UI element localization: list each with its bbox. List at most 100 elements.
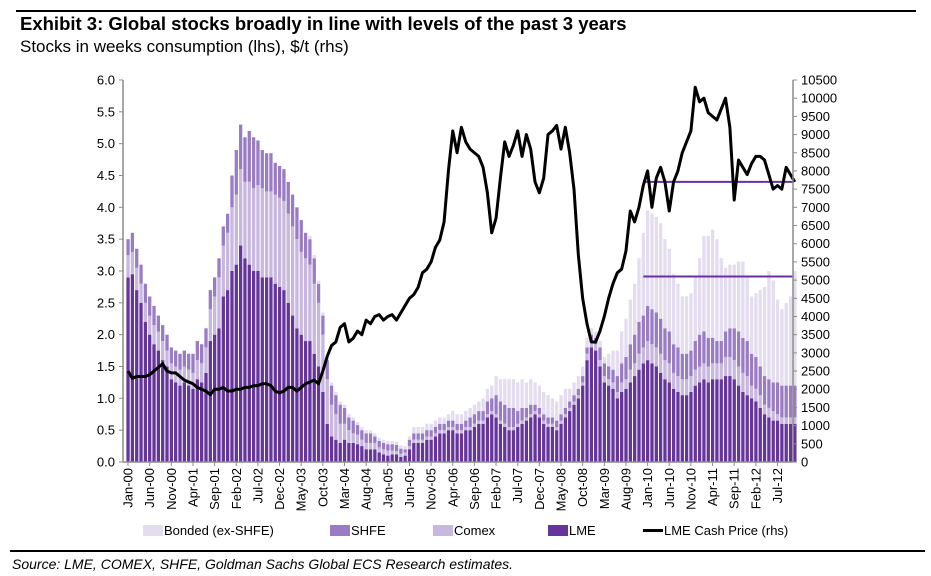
bar-lme bbox=[511, 430, 516, 462]
bar-lme bbox=[390, 454, 394, 462]
bar-comex bbox=[736, 366, 741, 386]
bar-shfe bbox=[221, 226, 225, 246]
bar-shfe bbox=[555, 420, 559, 427]
bar-lme bbox=[299, 334, 303, 462]
bar-comex bbox=[213, 296, 217, 335]
bar-shfe bbox=[542, 414, 546, 421]
bar-lme bbox=[498, 423, 503, 462]
bar-shfe bbox=[351, 420, 355, 434]
bar-comex bbox=[671, 372, 676, 389]
right-tick-label: 7000 bbox=[801, 200, 830, 215]
bar-bonded-ex-shfe bbox=[503, 379, 507, 405]
bar-bonded-ex-shfe bbox=[762, 286, 767, 377]
right-tick-label: 4000 bbox=[801, 309, 830, 324]
bar-comex bbox=[667, 363, 671, 383]
bar-bonded-ex-shfe bbox=[399, 445, 403, 449]
bar-comex bbox=[680, 379, 684, 396]
bar-comex bbox=[347, 430, 351, 443]
bar-shfe bbox=[208, 290, 212, 310]
right-tick-label: 9000 bbox=[801, 127, 830, 142]
right-tick-label: 9500 bbox=[801, 109, 830, 124]
bar-lme bbox=[446, 430, 451, 462]
bar-shfe bbox=[442, 423, 446, 431]
bar-bonded-ex-shfe bbox=[671, 274, 676, 345]
bar-lme bbox=[373, 449, 377, 462]
bar-bonded-ex-shfe bbox=[446, 414, 451, 421]
legend-label-lme: LME bbox=[569, 523, 596, 538]
bar-bonded-ex-shfe bbox=[520, 379, 524, 408]
bar-comex bbox=[390, 450, 394, 455]
bar-shfe bbox=[633, 334, 637, 364]
bar-comex bbox=[780, 417, 784, 424]
bar-comex bbox=[568, 407, 572, 412]
left-tick-label: 0.5 bbox=[97, 423, 115, 438]
bar-bonded-ex-shfe bbox=[641, 232, 645, 316]
bar-shfe bbox=[277, 165, 282, 198]
bar-shfe bbox=[568, 401, 572, 408]
bar-bonded-ex-shfe bbox=[342, 404, 347, 408]
bar-bonded-ex-shfe bbox=[377, 437, 381, 441]
bar-lme bbox=[758, 407, 762, 462]
x-tick-label: Jul-07 bbox=[510, 468, 525, 503]
bar-shfe bbox=[697, 334, 702, 367]
bar-shfe bbox=[762, 376, 767, 405]
bar-shfe bbox=[477, 411, 481, 421]
bar-lme bbox=[485, 417, 490, 462]
x-tick-label: Sep-01 bbox=[207, 468, 222, 510]
bar-bonded-ex-shfe bbox=[490, 385, 494, 399]
bar-shfe bbox=[438, 423, 442, 431]
bar-lme bbox=[464, 430, 468, 462]
bar-lme bbox=[598, 366, 602, 462]
bar-comex bbox=[269, 191, 273, 278]
bar-shfe bbox=[329, 385, 334, 405]
bar-comex bbox=[455, 430, 459, 434]
bar-bonded-ex-shfe bbox=[563, 388, 568, 408]
bar-bonded-ex-shfe bbox=[329, 382, 334, 386]
bar-bonded-ex-shfe bbox=[355, 421, 360, 426]
legend-swatch-shfe bbox=[330, 525, 350, 536]
bar-lme bbox=[225, 290, 230, 462]
x-tick-label: Apr-06 bbox=[445, 468, 460, 507]
bar-lme bbox=[342, 439, 347, 462]
bar-bonded-ex-shfe bbox=[364, 430, 368, 434]
bar-shfe bbox=[355, 425, 360, 435]
bar-bonded-ex-shfe bbox=[663, 239, 667, 329]
x-tick-label: Jun-05 bbox=[402, 468, 417, 508]
right-tick-label: 10500 bbox=[801, 73, 837, 88]
bar-comex bbox=[351, 433, 355, 443]
bar-comex bbox=[230, 207, 234, 271]
bar-shfe bbox=[360, 430, 364, 440]
bar-shfe bbox=[290, 194, 295, 227]
source-note: Source: LME, COMEX, SHFE, Goldman Sachs … bbox=[12, 556, 514, 572]
bar-lme bbox=[793, 423, 797, 462]
bar-lme bbox=[355, 444, 360, 462]
bar-comex bbox=[572, 401, 576, 405]
bar-comex bbox=[407, 446, 412, 450]
legend-swatch-lme bbox=[548, 525, 568, 536]
bar-bonded-ex-shfe bbox=[676, 283, 680, 348]
bar-lme bbox=[282, 290, 286, 462]
bar-shfe bbox=[676, 347, 680, 377]
bar-comex bbox=[793, 417, 797, 424]
bar-shfe bbox=[204, 328, 208, 348]
bar-shfe bbox=[325, 360, 329, 380]
bar-bonded-ex-shfe bbox=[373, 433, 377, 437]
bar-lme bbox=[377, 452, 381, 462]
bar-comex bbox=[143, 302, 148, 322]
bar-lme bbox=[347, 442, 351, 462]
bar-shfe bbox=[719, 341, 723, 364]
bar-shfe bbox=[377, 440, 381, 448]
bar-shfe bbox=[225, 213, 230, 233]
bar-comex bbox=[303, 258, 308, 342]
bar-shfe bbox=[334, 395, 338, 415]
bar-lme bbox=[273, 283, 277, 462]
bar-comex bbox=[295, 239, 299, 329]
legend-label-bonded: Bonded (ex-SHFE) bbox=[164, 523, 274, 538]
bar-lme bbox=[788, 423, 793, 462]
right-tick-label: 500 bbox=[801, 436, 823, 451]
bar-shfe bbox=[650, 309, 654, 345]
bar-lme bbox=[325, 423, 329, 462]
bar-shfe bbox=[706, 337, 710, 367]
bar-bonded-ex-shfe bbox=[529, 379, 533, 405]
